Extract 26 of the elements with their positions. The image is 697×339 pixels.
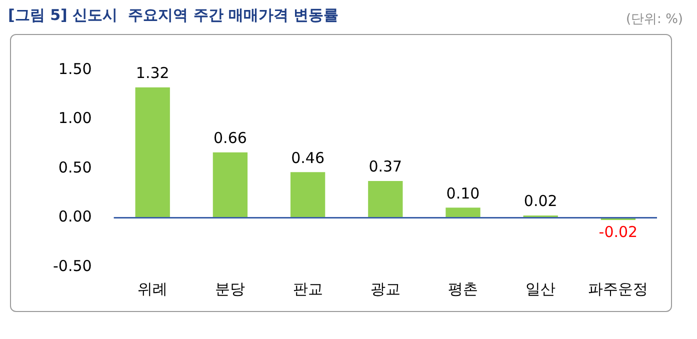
x-tick-label: 광교	[370, 280, 400, 298]
data-label: 0.02	[524, 192, 558, 210]
x-tick-label: 파주운정	[588, 280, 648, 298]
data-label: 0.66	[214, 129, 247, 148]
bar	[368, 180, 403, 218]
chart-title: [그림 5] 신도시 주요지역 주간 매매가격 변동률	[8, 6, 339, 25]
data-label: -0.02	[598, 223, 638, 242]
y-tick-label: 1.50	[58, 60, 92, 78]
bar	[290, 172, 326, 218]
bar	[446, 208, 480, 218]
y-tick-label: -0.50	[53, 256, 92, 275]
y-tick-label: 1.00	[58, 109, 92, 128]
data-label: 0.37	[368, 158, 402, 176]
data-label: 0.46	[291, 148, 325, 167]
bar	[135, 87, 170, 218]
x-tick-label: 분당	[215, 280, 246, 298]
text: (단위: %)	[626, 11, 683, 28]
y-tick-label: 0.50	[58, 158, 92, 176]
x-tick-label: 위례	[138, 280, 168, 298]
y-tick-label: 0.00	[58, 208, 92, 226]
x-tick-label: 평촌	[448, 280, 478, 298]
data-label: 0.10	[446, 184, 480, 202]
x-tick-label: 일산	[526, 280, 556, 298]
x-tick-label: 판교	[292, 280, 323, 298]
bar	[212, 152, 248, 218]
data-label: 1.32	[136, 64, 170, 82]
